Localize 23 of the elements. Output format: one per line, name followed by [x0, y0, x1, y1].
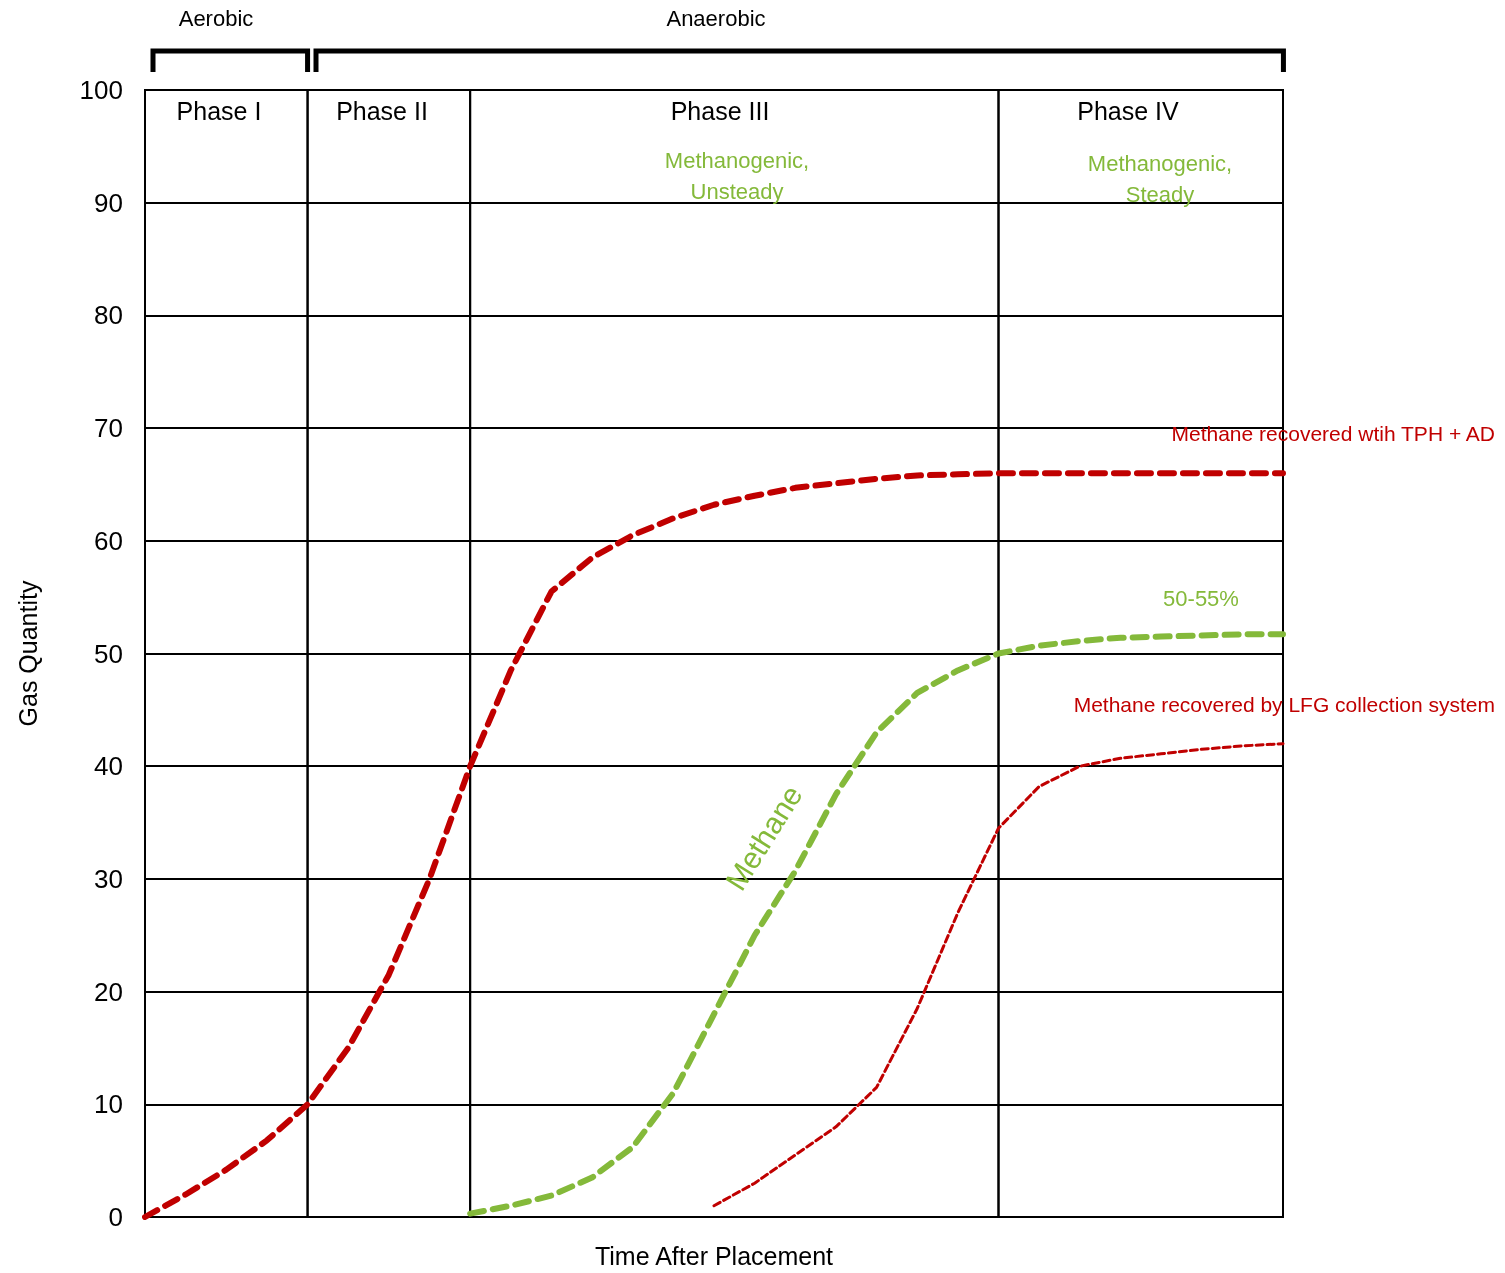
line-series: [712, 742, 1285, 1208]
annotation: Methanogenic, Unsteady: [663, 147, 811, 206]
y-axis-title: Gas Quantity: [13, 580, 42, 727]
y-tick-label: 40: [94, 751, 123, 782]
y-tick-label: 30: [94, 863, 123, 894]
y-tick-label: 90: [94, 187, 123, 218]
annotation: Phase I: [176, 97, 262, 125]
y-tick-label: 50: [94, 638, 123, 669]
annotation: Phase III: [669, 96, 771, 127]
y-tick-label: 70: [94, 413, 123, 444]
y-tick-label: 100: [79, 75, 123, 105]
text: Anaerobic: [665, 5, 767, 33]
annotation: 50-55%: [1162, 585, 1240, 613]
text: Aerobic: [177, 5, 255, 33]
y-tick-label: 20: [94, 976, 123, 1007]
y-tick-label: 80: [94, 300, 123, 331]
annotation: Phase IV: [1076, 96, 1180, 127]
x-axis-title: Time After Placement: [594, 1241, 834, 1270]
annotation: Phase II: [335, 96, 429, 127]
y-tick-label: 0: [108, 1202, 123, 1232]
annotation: Methanogenic, Steady: [1086, 150, 1234, 209]
y-tick-label: 60: [94, 525, 123, 556]
y-tick-label: 10: [94, 1089, 123, 1120]
